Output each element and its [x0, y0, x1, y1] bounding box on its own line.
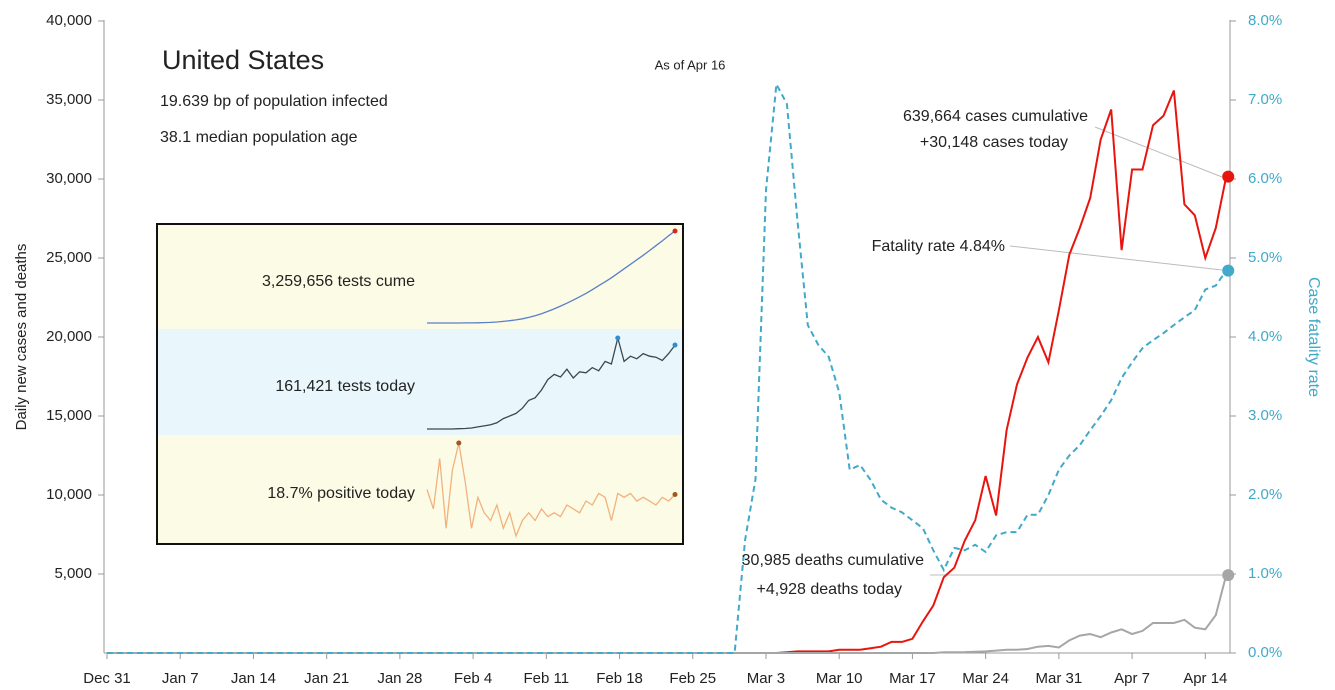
inset-band — [158, 435, 682, 543]
leader-line — [1009, 245, 1223, 271]
sparkline-label: 3,259,656 tests cume — [262, 273, 415, 290]
sparkline — [427, 230, 676, 324]
y-tick-label: 40,000 — [46, 12, 92, 29]
annotation: 30,985 deaths cumulative — [742, 552, 924, 569]
y2-tick-label: 2.0% — [1248, 486, 1282, 503]
inset-band — [158, 225, 682, 329]
x-tick-label: Mar 24 — [962, 670, 1009, 687]
x-tick-label: Mar 17 — [889, 670, 936, 687]
x-tick-label: Feb 25 — [669, 670, 716, 687]
x-tick-label: Feb 18 — [596, 670, 643, 687]
sparkline — [427, 337, 676, 430]
leader-line — [1094, 126, 1223, 178]
annotation: As of Apr 16 — [655, 57, 726, 72]
sparkline-label: 18.7% positive today — [267, 485, 415, 502]
end-dot — [672, 228, 678, 234]
y2-tick-label: 5.0% — [1248, 249, 1282, 266]
inset-band — [158, 329, 682, 435]
peak-dot — [456, 440, 462, 446]
annotation: 19.639 bp of population infected — [160, 93, 388, 110]
x-tick-label: Mar 31 — [1036, 670, 1083, 687]
x-tick-label: Jan 28 — [377, 670, 422, 687]
sparkline-label: 161,421 tests today — [275, 378, 415, 395]
x-tick-label: Mar 3 — [747, 670, 785, 687]
x-tick-label: Jan 21 — [304, 670, 349, 687]
y-tick-label: 15,000 — [46, 407, 92, 424]
y-tick-label: 25,000 — [46, 249, 92, 266]
y-tick-label: 30,000 — [46, 170, 92, 187]
y2-tick-label: 1.0% — [1248, 565, 1282, 582]
y2-tick-label: 7.0% — [1248, 91, 1282, 108]
series-line — [107, 574, 1228, 654]
x-tick-label: Dec 31 — [83, 670, 131, 687]
y2-tick-label: 8.0% — [1248, 12, 1282, 29]
series-line — [107, 80, 1228, 654]
end-marker — [1222, 264, 1235, 277]
x-tick-label: Feb 11 — [524, 670, 570, 687]
y-tick-label: 20,000 — [46, 328, 92, 345]
annotation: 639,664 cases cumulative — [903, 108, 1088, 125]
y-tick-label: 10,000 — [46, 486, 92, 503]
x-tick-label: Feb 4 — [454, 670, 492, 687]
end-dot — [672, 342, 678, 348]
chart-title: United States — [162, 45, 324, 75]
peak-dot — [615, 335, 621, 341]
y2-axis-label: Case fatality rate — [1305, 277, 1322, 397]
end-marker — [1222, 170, 1235, 183]
x-tick-label: Jan 7 — [162, 670, 199, 687]
end-marker — [1222, 569, 1235, 582]
annotation: +30,148 cases today — [920, 134, 1068, 151]
annotation: +4,928 deaths today — [757, 581, 902, 598]
y-tick-label: 35,000 — [46, 91, 92, 108]
annotation: Fatality rate 4.84% — [872, 238, 1005, 255]
y-axis-label: Daily new cases and deaths — [13, 244, 30, 431]
sparkline — [426, 442, 676, 539]
y2-tick-label: 6.0% — [1248, 170, 1282, 187]
y-tick-label: 5,000 — [54, 565, 92, 582]
x-tick-label: Mar 10 — [816, 670, 863, 687]
end-dot — [672, 492, 678, 498]
x-tick-label: Jan 14 — [231, 670, 276, 687]
y2-tick-label: 4.0% — [1248, 328, 1282, 345]
x-tick-label: Apr 7 — [1114, 670, 1150, 687]
annotation: 38.1 median population age — [160, 129, 358, 146]
x-tick-label: Apr 14 — [1183, 670, 1227, 687]
y2-tick-label: 3.0% — [1248, 407, 1282, 424]
y2-tick-label: 0.0% — [1248, 644, 1282, 661]
